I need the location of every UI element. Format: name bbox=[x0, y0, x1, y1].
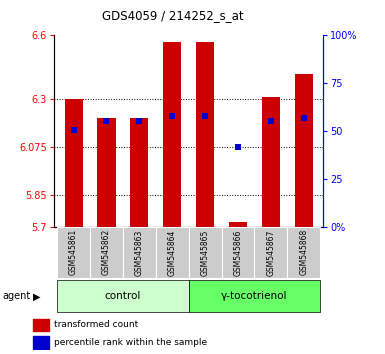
Bar bbox=[65, 99, 83, 227]
Bar bbox=[221, 227, 254, 278]
Text: percentile rank within the sample: percentile rank within the sample bbox=[54, 338, 207, 347]
Bar bbox=[229, 222, 247, 227]
Point bbox=[136, 119, 142, 124]
Bar bbox=[196, 42, 214, 227]
Text: GSM545867: GSM545867 bbox=[266, 229, 275, 275]
Text: GSM545864: GSM545864 bbox=[168, 229, 177, 275]
Bar bbox=[57, 227, 90, 278]
Bar bbox=[130, 118, 148, 227]
Bar bbox=[57, 280, 189, 312]
Text: GSM545861: GSM545861 bbox=[69, 229, 78, 275]
Text: GSM545863: GSM545863 bbox=[135, 229, 144, 275]
Text: control: control bbox=[105, 291, 141, 301]
Point bbox=[104, 119, 110, 124]
Bar bbox=[287, 227, 320, 278]
Point bbox=[235, 144, 241, 150]
Text: GSM545866: GSM545866 bbox=[233, 229, 243, 275]
Text: GSM545862: GSM545862 bbox=[102, 229, 111, 275]
Bar bbox=[123, 227, 156, 278]
Text: ▶: ▶ bbox=[33, 291, 41, 301]
Text: γ-tocotrienol: γ-tocotrienol bbox=[221, 291, 288, 301]
Text: transformed count: transformed count bbox=[54, 320, 138, 329]
Point bbox=[169, 113, 175, 119]
Text: GSM545868: GSM545868 bbox=[299, 229, 308, 275]
Bar bbox=[295, 74, 313, 227]
Text: GSM545865: GSM545865 bbox=[201, 229, 209, 275]
Bar bbox=[156, 227, 189, 278]
Point bbox=[70, 127, 77, 133]
Bar bbox=[262, 97, 280, 227]
Bar bbox=[90, 227, 123, 278]
Bar bbox=[189, 227, 221, 278]
Bar bbox=[163, 42, 181, 227]
Bar bbox=[189, 280, 320, 312]
Text: agent: agent bbox=[3, 291, 31, 301]
Point bbox=[268, 119, 274, 124]
Point bbox=[301, 115, 307, 121]
Bar bbox=[254, 227, 287, 278]
Bar bbox=[97, 118, 116, 227]
Point bbox=[202, 113, 208, 119]
Bar bbox=[33, 336, 49, 349]
Text: GDS4059 / 214252_s_at: GDS4059 / 214252_s_at bbox=[102, 9, 244, 22]
Bar bbox=[33, 319, 49, 331]
